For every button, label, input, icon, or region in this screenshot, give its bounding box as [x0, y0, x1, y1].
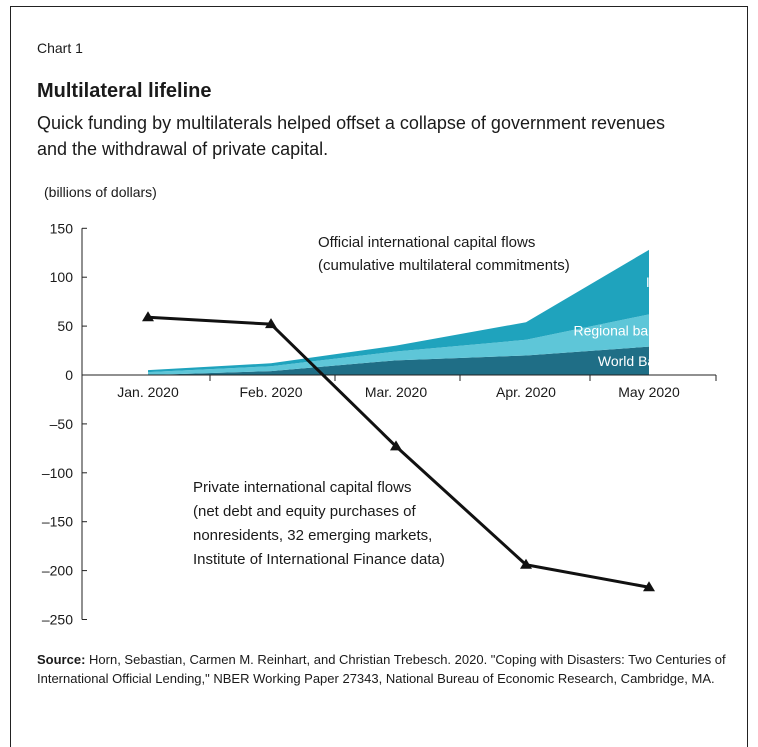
annotation-private-line1: Private international capital flows: [193, 479, 411, 496]
line-marker: [390, 440, 402, 451]
area-regional-banks: [148, 314, 649, 375]
x-tick-label: Apr. 2020: [496, 384, 556, 400]
x-tick-label: May 2020: [618, 384, 680, 400]
annotation-official-line1: Official international capital flows: [318, 234, 535, 251]
series-label-regional-banks: Regional banks: [573, 323, 670, 339]
source-text: Horn, Sebastian, Carmen M. Reinhart, and…: [37, 652, 726, 686]
series-label-world-bank: World Bank: [598, 353, 671, 369]
line-marker: [520, 558, 532, 569]
chart-subtitle: Quick funding by multilaterals helped of…: [37, 113, 666, 159]
annotation-private-line4: Institute of International Finance data): [193, 551, 445, 568]
unit-label: (billions of dollars): [44, 184, 157, 200]
y-tick-label: –250: [42, 612, 73, 628]
y-tick-label: –200: [42, 563, 73, 579]
y-tick-label: –50: [50, 416, 74, 432]
line-marker: [265, 318, 277, 329]
x-tick-label: Feb. 2020: [239, 384, 302, 400]
source-label: Source:: [37, 652, 86, 667]
chart-number: Chart 1: [37, 40, 83, 56]
chart-plot: World Bank Regional banks IMF 150 100 50 0 –50 –…: [42, 220, 717, 628]
x-tick-label: Jan. 2020: [117, 384, 179, 400]
area-imf: [148, 249, 649, 373]
chart-frame: [10, 6, 748, 747]
annotation-private-line2: (net debt and equity purchases of: [193, 503, 416, 520]
line-marker: [142, 311, 154, 322]
y-tick-label: –100: [42, 465, 73, 481]
series-label-imf: IMF: [646, 274, 670, 290]
y-tick-label: 150: [50, 220, 74, 236]
y-tick-label: 100: [50, 269, 74, 285]
y-tick-label: –150: [42, 514, 73, 530]
x-tick-label: Mar. 2020: [365, 384, 427, 400]
y-tick-label: 50: [57, 318, 73, 334]
area-world-bank: [148, 346, 649, 375]
annotation-official-line2: (cumulative multilateral commitments): [318, 257, 570, 274]
line-marker: [643, 581, 655, 592]
annotation-private-line3: nonresidents, 32 emerging markets,: [193, 527, 432, 544]
chart-title: Multilateral lifeline: [37, 80, 212, 102]
y-tick-label: 0: [65, 367, 73, 383]
source-note: Source: Horn, Sebastian, Carmen M. Reinh…: [37, 650, 737, 688]
